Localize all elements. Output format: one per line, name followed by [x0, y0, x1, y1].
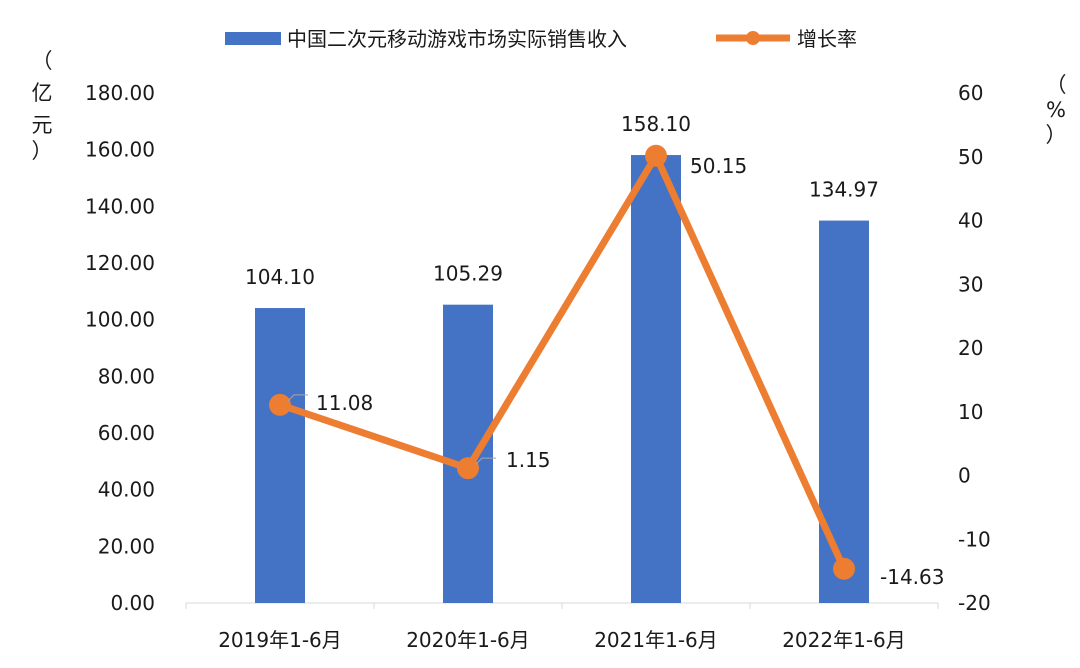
left-axis-label: 亿	[32, 81, 53, 105]
left-tick-label: 120.00	[85, 251, 155, 275]
line-point	[645, 144, 667, 167]
bar-data-label: 134.97	[809, 178, 879, 202]
x-tick-label: 2020年1-6月	[406, 628, 530, 652]
x-tick-label: 2019年1-6月	[218, 628, 342, 652]
x-tick-label: 2022年1-6月	[782, 628, 906, 652]
x-tick-label: 2021年1-6月	[594, 628, 718, 652]
right-tick-label: -20	[958, 591, 991, 615]
right-tick-label: 0	[958, 464, 971, 488]
bar	[631, 155, 681, 604]
left-tick-label: 160.00	[85, 138, 155, 162]
left-tick-label: 100.00	[85, 308, 155, 332]
left-tick-label: 0.00	[110, 591, 155, 615]
bar	[819, 220, 869, 603]
right-axis-label: %	[1046, 98, 1066, 122]
right-axis-label: ）	[1046, 123, 1067, 147]
right-tick-label: 40	[958, 209, 983, 233]
right-tick-label: 30	[958, 272, 983, 296]
growth-line	[278, 152, 848, 571]
bar	[443, 304, 493, 603]
line-point	[457, 457, 479, 480]
bar-data-label: 105.29	[433, 262, 503, 286]
leader-line	[287, 394, 308, 402]
right-tick-label: 10	[958, 400, 983, 424]
right-axis-label: （	[1046, 73, 1067, 97]
left-axis-label: （	[32, 49, 53, 73]
line-point	[269, 393, 291, 416]
line-data-label: 11.08	[316, 391, 373, 415]
right-tick-label: 20	[958, 336, 983, 360]
line-data-label: 50.15	[690, 154, 747, 178]
legend-line-marker	[746, 31, 760, 45]
left-tick-label: 80.00	[98, 364, 155, 388]
line-data-label: 1.15	[506, 448, 551, 472]
right-tick-label: -10	[958, 527, 991, 551]
legend-bar-swatch	[225, 32, 281, 45]
left-tick-label: 60.00	[98, 421, 155, 445]
left-tick-label: 140.00	[85, 194, 155, 218]
bar-data-label: 158.10	[621, 112, 691, 136]
line-data-label: -14.63	[880, 565, 944, 589]
bar-data-label: 104.10	[245, 265, 315, 289]
bar	[255, 308, 305, 603]
left-axis-label: 元	[32, 113, 53, 137]
left-tick-label: 180.00	[85, 81, 155, 105]
legend-line-label: 增长率	[797, 27, 857, 51]
leader-line	[475, 457, 496, 465]
right-tick-label: 60	[958, 81, 983, 105]
left-axis-label: ）	[32, 139, 53, 163]
line-point	[833, 557, 855, 580]
legend-bar-label: 中国二次元移动游戏市场实际销售收入	[287, 27, 627, 51]
left-tick-label: 20.00	[98, 534, 155, 558]
right-tick-label: 50	[958, 145, 983, 169]
left-tick-label: 40.00	[98, 478, 155, 502]
